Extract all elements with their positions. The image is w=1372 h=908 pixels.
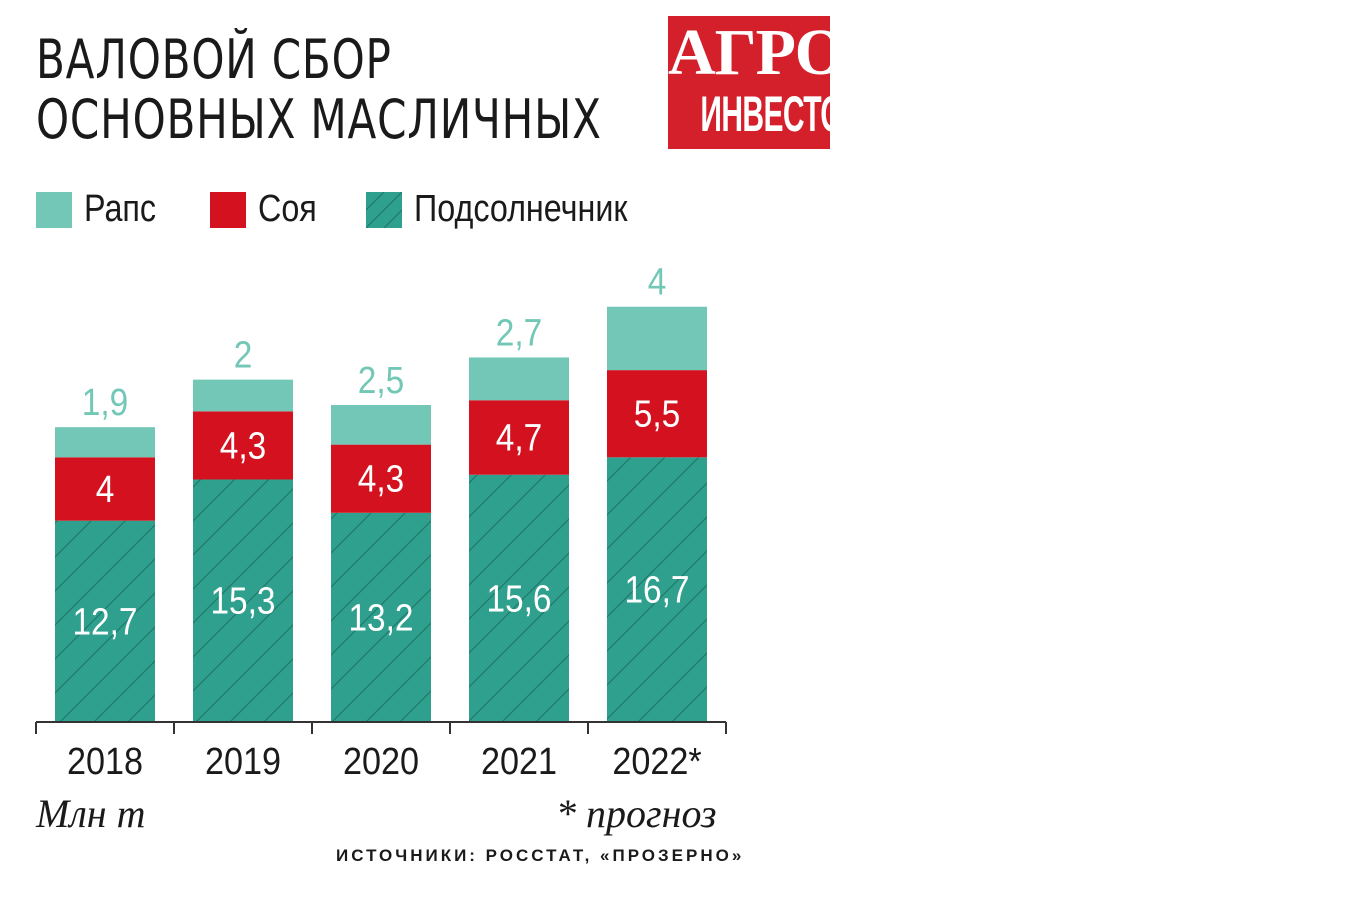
bars-layer: 12,7 4 1,9 15,3 4,3 2 13,2 4,3 2,5 15,6 4,7 2,7 16,7…: [55, 261, 707, 722]
legend-swatch-raps: [36, 192, 72, 228]
bar-sunflower-2020: [331, 512, 431, 722]
legend-label-raps: Рапс: [84, 188, 157, 230]
chart-title: ВАЛОВОЙ СБОР ОСНОВНЫХ МАСЛИЧНЫХ: [36, 30, 602, 150]
value-label-soya-2021: 4,7: [496, 417, 542, 459]
bar-raps-2018: [55, 427, 155, 458]
x-tick-label-2022: 2022*: [612, 739, 701, 782]
value-label-soya-2022: 5,5: [634, 393, 680, 435]
x-tick-labels: 2018 2019 2020 2021 2022*: [67, 739, 702, 782]
title-line-1: ВАЛОВОЙ СБОР: [36, 28, 392, 91]
value-label-sunflower-2022: 16,7: [624, 569, 689, 611]
title-line-2: ОСНОВНЫХ МАСЛИЧНЫХ: [36, 88, 602, 151]
bar-raps-2022: [607, 306, 707, 371]
bar-soya-2021: [469, 400, 569, 475]
bar-sunflower-2022: [607, 457, 707, 722]
legend-swatch-soya: [210, 192, 246, 228]
bar-sunflower-2019: [193, 479, 293, 722]
x-tick-label-2020: 2020: [343, 739, 419, 782]
bar-soya-2022: [607, 370, 707, 458]
bar-soya-2019: [193, 411, 293, 480]
x-tick-label-2021: 2021: [481, 739, 557, 782]
value-label-raps-2019: 2: [234, 334, 253, 376]
bar-raps-2020: [331, 405, 431, 445]
x-tick-label-2018: 2018: [67, 739, 143, 782]
unit-label: Млн т: [36, 791, 146, 836]
forecast-footnote: * прогноз: [556, 791, 717, 836]
value-label-sunflower-2020: 13,2: [348, 596, 413, 638]
logo-line-1: АГРО: [668, 16, 846, 89]
x-axis: [35, 721, 727, 734]
legend-label-sunflower: Подсолнечник: [414, 188, 628, 230]
value-label-raps-2020: 2,5: [358, 359, 404, 401]
value-label-soya-2019: 4,3: [220, 424, 266, 466]
value-label-soya-2020: 4,3: [358, 458, 404, 500]
value-label-soya-2018: 4: [96, 468, 115, 510]
bar-sunflower-2021: [469, 474, 569, 722]
x-tick-label-2019: 2019: [205, 739, 281, 782]
bar-soya-2018: [55, 457, 155, 521]
bar-raps-2019: [193, 379, 293, 412]
value-label-raps-2018: 1,9: [82, 381, 128, 423]
value-label-raps-2021: 2,7: [496, 311, 542, 353]
bar-raps-2021: [469, 357, 569, 401]
legend-label-soya: Соя: [258, 188, 317, 230]
legend-swatch-sunflower: [366, 192, 402, 228]
value-label-sunflower-2018: 12,7: [72, 600, 137, 642]
source-note: ИСТОЧНИКИ: РОССТАТ, «ПРОЗЕРНО»: [336, 846, 745, 865]
value-label-raps-2022: 4: [648, 261, 667, 303]
value-label-sunflower-2019: 15,3: [210, 580, 275, 622]
bar-sunflower-2018: [55, 520, 155, 722]
value-label-sunflower-2021: 15,6: [486, 577, 551, 619]
bar-soya-2020: [331, 444, 431, 513]
agroinvestor-logo: АГРО ИНВЕСТОР: [668, 16, 863, 149]
